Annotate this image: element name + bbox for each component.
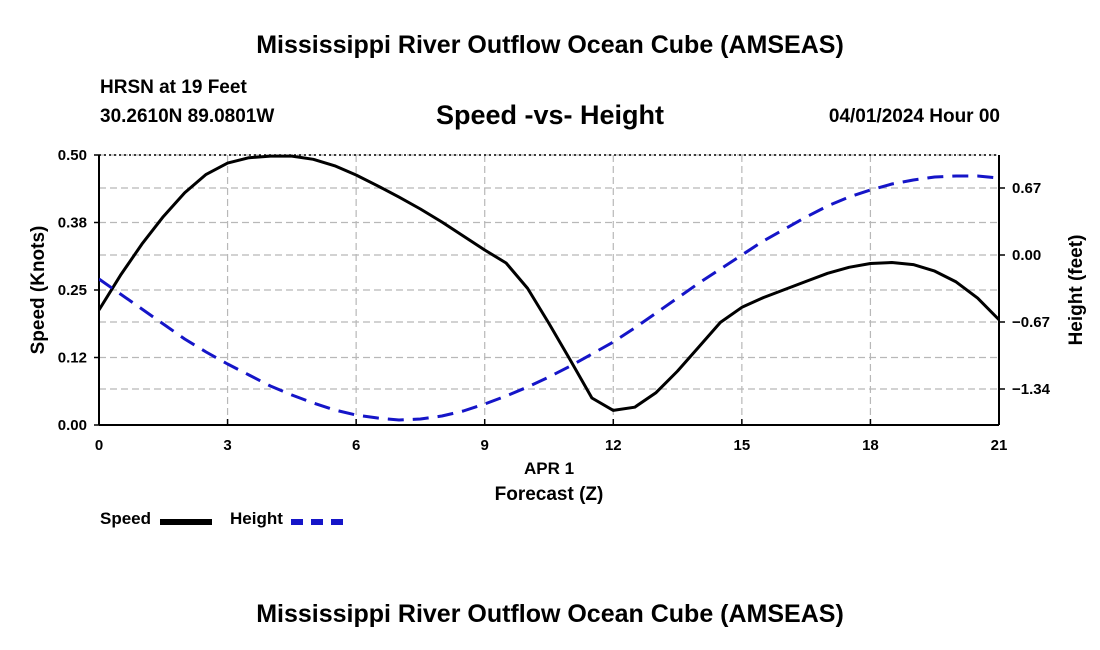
legend-speed-swatch [160,519,212,525]
y-left-tick-label: 0.38 [58,215,87,232]
x-axis-date-label: APR 1 [524,459,574,478]
x-tick-label: 21 [991,437,1008,454]
footer-title: Mississippi River Outflow Ocean Cube (AM… [256,600,844,628]
x-tick-label: 15 [734,437,751,454]
series-line-speed [99,154,999,412]
series-line-height [99,174,999,422]
x-tick-label: 6 [352,437,360,454]
x-tick-label: 12 [605,437,622,454]
y-left-tick-label: 0.50 [58,147,87,164]
y-right-tick-label: 0.00 [1012,247,1041,264]
legend-height-swatch [291,519,343,525]
coordinates-label: 30.2610N 89.0801W [100,106,275,127]
x-axis-title: Forecast (Z) [495,484,604,505]
x-tick-label: 9 [481,437,489,454]
station-label: HRSN at 19 Feet [100,77,247,98]
y-right-tick-label: −1.34 [1012,381,1051,398]
legend-height-label: Height [230,509,283,528]
y-left-tick-label: 0.12 [58,350,87,367]
legend-speed-label: Speed [100,509,152,528]
date-label: 04/01/2024 Hour 00 [828,106,1000,127]
x-tick-label: 18 [862,437,879,454]
y-right-axis-title: Height (feet) [1066,235,1087,346]
y-left-tick-label: 0.00 [58,417,87,434]
y-left-axis-title: Speed (Knots) [28,226,49,355]
x-tick-label: 3 [223,437,231,454]
y-left-tick-label: 0.25 [58,282,87,299]
x-tick-label: 0 [95,437,103,454]
chart-title: Mississippi River Outflow Ocean Cube (AM… [256,31,844,59]
y-right-tick-label: 0.67 [1012,180,1041,197]
chart-subtitle: Speed -vs- Height [435,100,665,130]
y-right-tick-label: −0.67 [1012,314,1050,331]
